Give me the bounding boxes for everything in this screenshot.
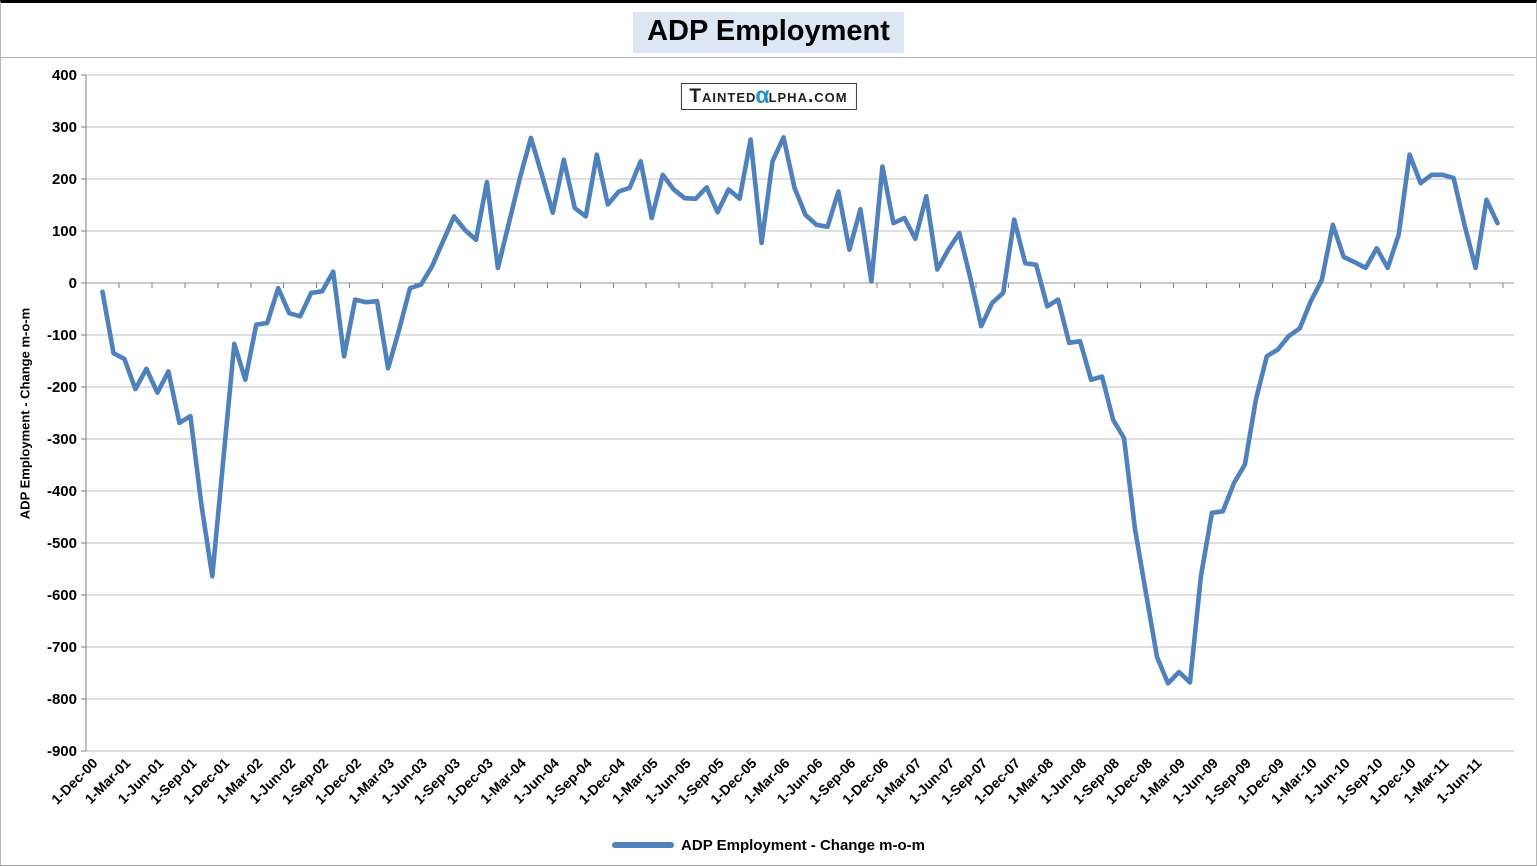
watermark-text-right: lpha.com xyxy=(768,86,848,107)
y-tick-label: 200 xyxy=(52,171,77,188)
y-tick-label: 0 xyxy=(69,275,77,292)
chart-title-row: ADP Employment xyxy=(1,12,1536,53)
y-tick-label: -800 xyxy=(47,691,77,708)
y-tick-label: -400 xyxy=(47,483,77,500)
watermark-alpha-glyph: α xyxy=(755,82,770,108)
y-tick-label: 300 xyxy=(52,119,77,136)
y-tick-label: -600 xyxy=(47,587,77,604)
y-tick-label: -900 xyxy=(47,743,77,760)
watermark-badge: Taintedαlpha.com xyxy=(680,82,857,110)
y-tick-label: -100 xyxy=(47,327,77,344)
y-tick-label: -700 xyxy=(47,639,77,656)
y-tick-label: -300 xyxy=(47,431,77,448)
legend-label: ADP Employment - Change m-o-m xyxy=(681,836,925,854)
legend-swatch-line xyxy=(612,842,675,848)
watermark-text-left: Tainted xyxy=(689,86,757,107)
legend: ADP Employment - Change m-o-m xyxy=(1,833,1536,857)
plot-area: 400 300 200 100 0 -100 -200 -300 -400 -500 -600 -70… xyxy=(47,67,1514,807)
y-tick-label: 400 xyxy=(52,67,77,84)
y-tick-label: -500 xyxy=(47,535,77,552)
title-separator xyxy=(1,57,1536,58)
y-tick-label: 100 xyxy=(52,223,77,240)
series-line xyxy=(100,135,1500,686)
chart-title: ADP Employment xyxy=(633,12,904,53)
y-tick-label: -200 xyxy=(47,379,77,396)
